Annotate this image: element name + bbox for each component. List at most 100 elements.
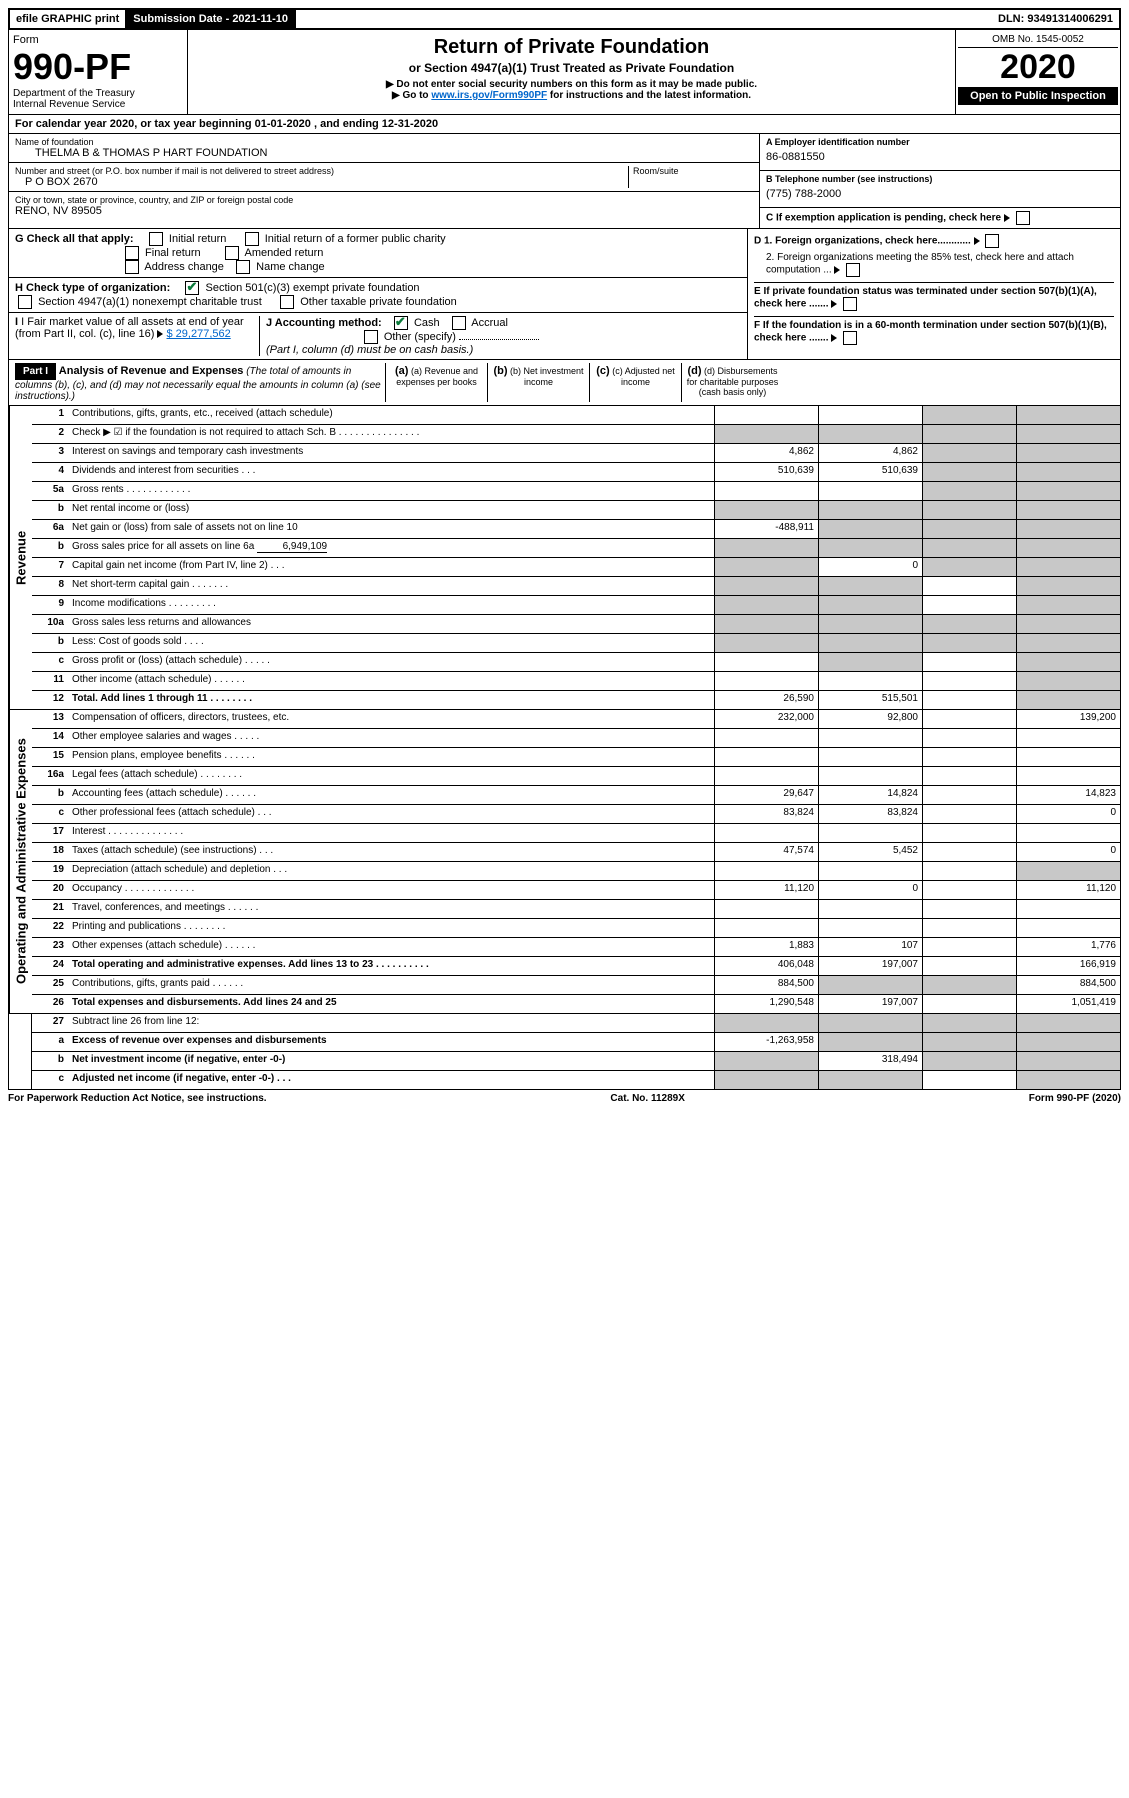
j-accrual-checkbox[interactable] bbox=[452, 316, 466, 330]
line-16a: 16aLegal fees (attach schedule) . . . . … bbox=[32, 766, 1120, 785]
line-9: 9Income modifications . . . . . . . . . bbox=[32, 595, 1120, 614]
cell-a bbox=[714, 634, 818, 652]
footer-right: Form 990-PF (2020) bbox=[1029, 1093, 1121, 1104]
cell-b bbox=[818, 900, 922, 918]
cell-a bbox=[714, 748, 818, 766]
summary-table: 27Subtract line 26 from line 12:aExcess … bbox=[8, 1014, 1121, 1090]
line-number: 13 bbox=[32, 710, 68, 728]
g-amended-return[interactable] bbox=[225, 246, 239, 260]
cell-b: 0 bbox=[818, 558, 922, 576]
line-14: 14Other employee salaries and wages . . … bbox=[32, 728, 1120, 747]
d1-checkbox[interactable] bbox=[985, 234, 999, 248]
arrow-icon bbox=[831, 334, 837, 342]
cell-c bbox=[922, 786, 1016, 804]
cell-a bbox=[714, 653, 818, 671]
line-c: cAdjusted net income (if negative, enter… bbox=[32, 1070, 1120, 1089]
line-number: c bbox=[32, 805, 68, 823]
form-subtitle: or Section 4947(a)(1) Trust Treated as P… bbox=[196, 61, 947, 75]
address-value: P O BOX 2670 bbox=[15, 176, 628, 188]
cell-b: 197,007 bbox=[818, 957, 922, 975]
cell-b: 0 bbox=[818, 881, 922, 899]
cell-a bbox=[714, 729, 818, 747]
c-label: C If exemption application is pending, c… bbox=[766, 213, 1001, 224]
fmv-value[interactable]: $ 29,277,562 bbox=[167, 328, 231, 340]
cell-a: -1,263,958 bbox=[714, 1033, 818, 1051]
cell-a bbox=[714, 558, 818, 576]
cell-a bbox=[714, 672, 818, 690]
spacer bbox=[9, 1014, 32, 1089]
cell-d bbox=[1016, 919, 1120, 937]
cell-b bbox=[818, 653, 922, 671]
cell-c bbox=[922, 976, 1016, 994]
cell-b bbox=[818, 672, 922, 690]
cell-b bbox=[818, 406, 922, 424]
line-desc: Income modifications . . . . . . . . . bbox=[68, 596, 714, 614]
line-number: 10a bbox=[32, 615, 68, 633]
cell-a bbox=[714, 482, 818, 500]
form-title: Return of Private Foundation bbox=[196, 36, 947, 59]
h-other-checkbox[interactable] bbox=[280, 295, 294, 309]
f-label: F If the foundation is in a 60-month ter… bbox=[754, 320, 1107, 344]
arrow-icon bbox=[974, 237, 980, 245]
g-final-return[interactable] bbox=[125, 246, 139, 260]
tax-year: 2020 bbox=[958, 48, 1118, 87]
h-4947-checkbox[interactable] bbox=[18, 295, 32, 309]
cell-c bbox=[922, 938, 1016, 956]
line-20: 20Occupancy . . . . . . . . . . . . .11,… bbox=[32, 880, 1120, 899]
cell-c bbox=[922, 710, 1016, 728]
cell-b: 92,800 bbox=[818, 710, 922, 728]
c-checkbox[interactable] bbox=[1016, 211, 1030, 225]
g-name-change[interactable] bbox=[236, 260, 250, 274]
cell-c bbox=[922, 862, 1016, 880]
cell-a bbox=[714, 539, 818, 557]
cell-d bbox=[1016, 1033, 1120, 1051]
part1-label: Part I bbox=[15, 363, 56, 380]
h-501c3-checkbox[interactable] bbox=[185, 281, 199, 295]
g-initial-return-former[interactable] bbox=[245, 232, 259, 246]
line-number: 23 bbox=[32, 938, 68, 956]
line-12: 12Total. Add lines 1 through 11 . . . . … bbox=[32, 690, 1120, 709]
j-other-checkbox[interactable] bbox=[364, 330, 378, 344]
cell-d bbox=[1016, 444, 1120, 462]
line-number: 7 bbox=[32, 558, 68, 576]
g-address-change[interactable] bbox=[125, 260, 139, 274]
cell-b: 5,452 bbox=[818, 843, 922, 861]
form-instructions-link[interactable]: www.irs.gov/Form990PF bbox=[431, 90, 547, 101]
dept: Department of the Treasury bbox=[13, 88, 183, 99]
cell-a bbox=[714, 577, 818, 595]
page-footer: For Paperwork Reduction Act Notice, see … bbox=[8, 1090, 1121, 1107]
cell-b bbox=[818, 1033, 922, 1051]
dln: DLN: 93491314006291 bbox=[296, 10, 1119, 28]
line-desc: Other expenses (attach schedule) . . . .… bbox=[68, 938, 714, 956]
cell-d: 0 bbox=[1016, 805, 1120, 823]
f-checkbox[interactable] bbox=[843, 331, 857, 345]
revenue-side-label: Revenue bbox=[9, 406, 32, 709]
cell-d bbox=[1016, 900, 1120, 918]
cell-d: 166,919 bbox=[1016, 957, 1120, 975]
cell-d bbox=[1016, 482, 1120, 500]
d1-label: D 1. Foreign organizations, check here..… bbox=[754, 236, 971, 247]
line-b: bLess: Cost of goods sold . . . . bbox=[32, 633, 1120, 652]
cell-b bbox=[818, 919, 922, 937]
cell-a: 1,290,548 bbox=[714, 995, 818, 1013]
cell-c bbox=[922, 406, 1016, 424]
cell-a: 1,883 bbox=[714, 938, 818, 956]
cell-c bbox=[922, 691, 1016, 709]
cell-b: 510,639 bbox=[818, 463, 922, 481]
line-desc: Net short-term capital gain . . . . . . … bbox=[68, 577, 714, 595]
g-initial-return[interactable] bbox=[149, 232, 163, 246]
cell-a bbox=[714, 1014, 818, 1032]
e-checkbox[interactable] bbox=[843, 297, 857, 311]
line-desc: Printing and publications . . . . . . . … bbox=[68, 919, 714, 937]
cell-d: 139,200 bbox=[1016, 710, 1120, 728]
cell-d bbox=[1016, 615, 1120, 633]
calendar-year-line: For calendar year 2020, or tax year begi… bbox=[8, 115, 1121, 134]
cell-c bbox=[922, 482, 1016, 500]
line-13: 13Compensation of officers, directors, t… bbox=[32, 710, 1120, 728]
j-cash-checkbox[interactable] bbox=[394, 316, 408, 330]
d2-checkbox[interactable] bbox=[846, 263, 860, 277]
line-number: 8 bbox=[32, 577, 68, 595]
cell-a bbox=[714, 919, 818, 937]
cell-b bbox=[818, 482, 922, 500]
cell-c bbox=[922, 1071, 1016, 1089]
